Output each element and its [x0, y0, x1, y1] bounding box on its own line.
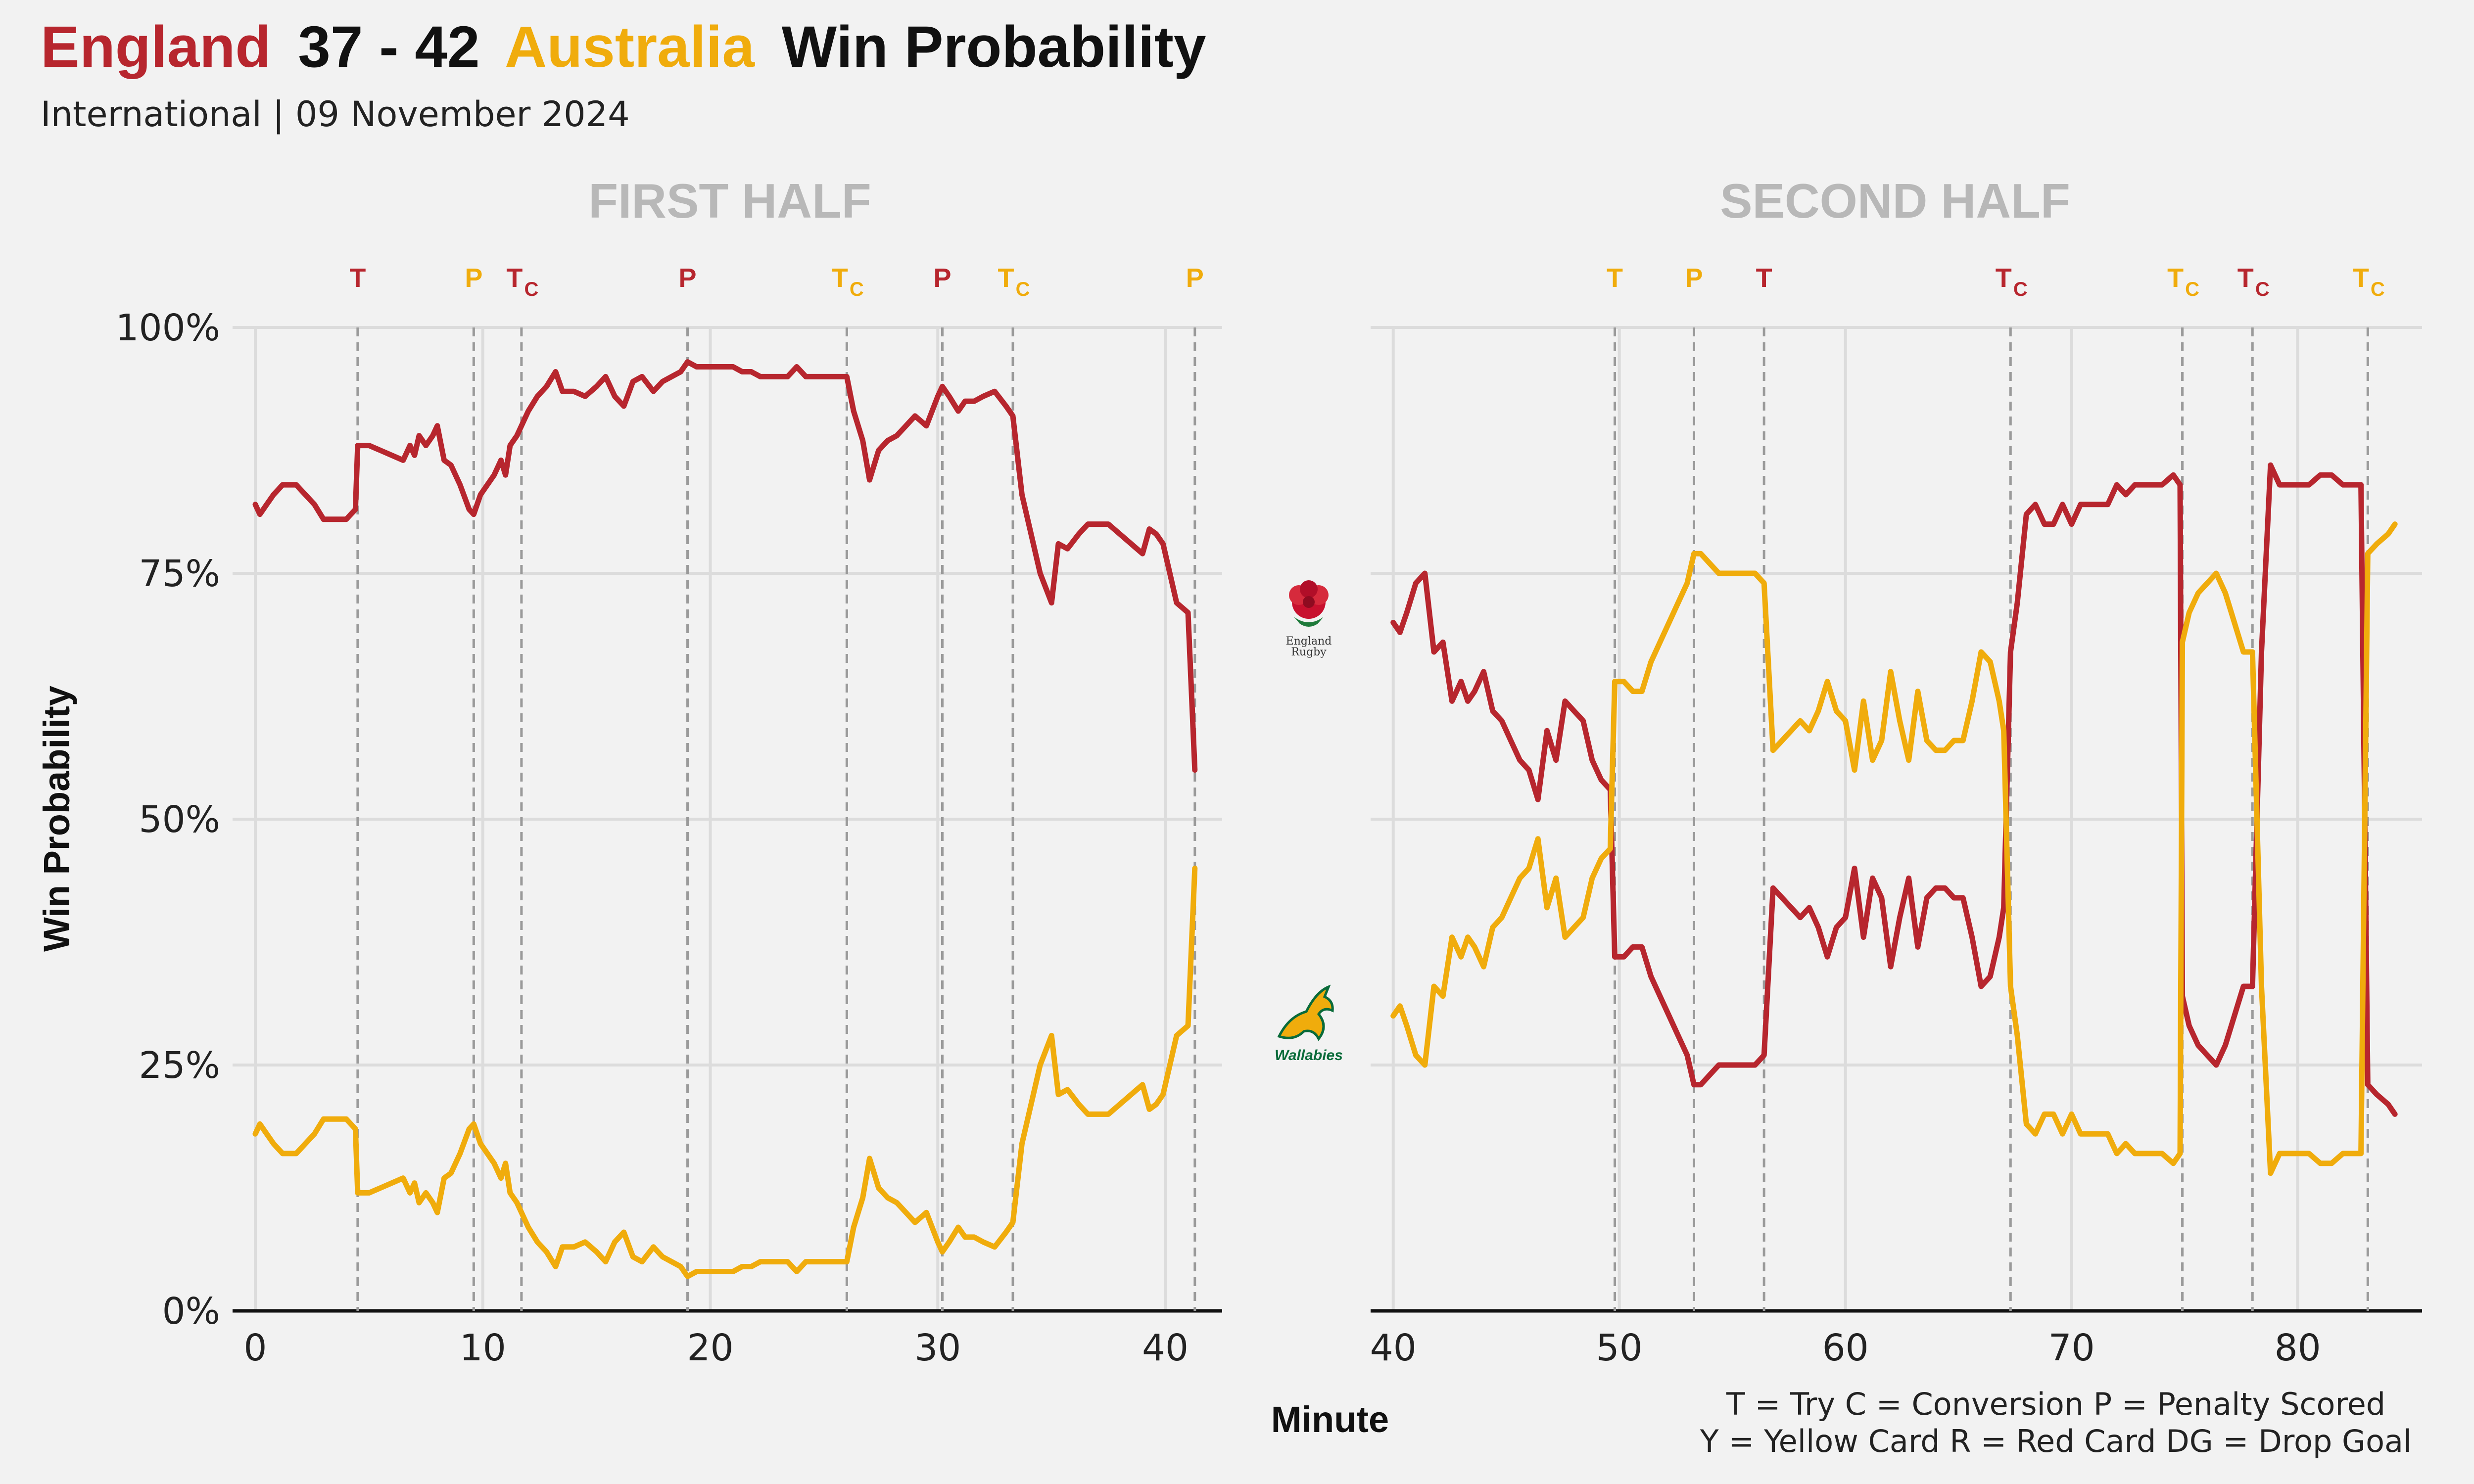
- x-tick-label: 40: [1142, 1327, 1189, 1369]
- y-tick-label: 50%: [139, 798, 220, 841]
- england-rugby-logo: England Rugby: [1286, 580, 1332, 658]
- x-tick-label: 50: [1596, 1327, 1643, 1369]
- event-label: P: [1685, 263, 1703, 293]
- wallabies-logo-text: Wallabies: [1275, 1047, 1343, 1064]
- first-half-title: FIRST HALF: [588, 174, 871, 228]
- event-label: P: [1186, 263, 1204, 293]
- y-tick-label: 75%: [139, 553, 220, 595]
- event-label: P: [933, 263, 951, 293]
- series-line-away: [1390, 521, 2398, 1176]
- event-label-sub: C: [2371, 278, 2385, 300]
- title-suffix: Win Probability: [782, 14, 1206, 80]
- x-tick-label: 60: [1822, 1327, 1869, 1369]
- series-line-home: [252, 359, 1198, 773]
- event-label: T: [2353, 263, 2369, 293]
- x-tick-label: 10: [460, 1327, 506, 1369]
- x-tick-label: 40: [1370, 1327, 1417, 1369]
- event-label: P: [679, 263, 697, 293]
- chart-subtitle: International | 09 November 2024: [41, 94, 630, 135]
- event-label: T: [2167, 263, 2184, 293]
- x-tick-label: 70: [2048, 1327, 2095, 1369]
- event-label-sub: C: [524, 278, 538, 300]
- event-label: T: [998, 263, 1014, 293]
- event-label-sub: C: [1016, 278, 1030, 300]
- event-label: P: [465, 263, 482, 293]
- y-tick-label: 0%: [162, 1290, 220, 1333]
- event-label: T: [2237, 263, 2254, 293]
- event-label: T: [1607, 263, 1623, 293]
- series-line-away: [252, 865, 1198, 1279]
- event-label: T: [1756, 263, 1772, 293]
- england-logo-text-1: England: [1286, 635, 1332, 648]
- second-half-panel: 40 50 60 70 80T P T T C T C T C T C: [1370, 263, 2422, 1369]
- legend-line-1: T = Try C = Conversion P = Penalty Score…: [1726, 1386, 2385, 1422]
- y-tick-label: 100%: [115, 307, 220, 349]
- x-tick-label: 0: [243, 1327, 267, 1369]
- event-label-sub: C: [2185, 278, 2199, 300]
- x-axis-label: Minute: [1271, 1399, 1389, 1440]
- chart-title: England 37 - 42 Australia Win Probabilit…: [41, 14, 1206, 80]
- y-axis-label: Win Probability: [36, 686, 77, 952]
- y-tick-label: 25%: [139, 1044, 220, 1087]
- home-team-name: England: [41, 14, 271, 80]
- event-label-sub: C: [2013, 278, 2028, 300]
- x-tick-label: 30: [914, 1327, 961, 1369]
- first-half-panel: 0%25%50%75%100%0 10 20 30 40T P T C P T C P T C P: [115, 263, 1222, 1369]
- x-tick-label: 20: [687, 1327, 733, 1369]
- match-score: 37 - 42: [298, 14, 479, 80]
- wallabies-icon: [1277, 984, 1334, 1041]
- wallabies-logo: Wallabies: [1275, 984, 1343, 1064]
- series-line-home: [1390, 462, 2398, 1117]
- second-half-title: SECOND HALF: [1720, 174, 2070, 228]
- event-label: T: [349, 263, 366, 293]
- away-team-name: Australia: [505, 14, 755, 80]
- event-label: T: [832, 263, 848, 293]
- event-label: T: [506, 263, 523, 293]
- event-label-sub: C: [850, 278, 864, 300]
- legend-line-2: Y = Yellow Card R = Red Card DG = Drop G…: [1700, 1423, 2412, 1459]
- x-tick-label: 80: [2275, 1327, 2321, 1369]
- england-logo-text-2: Rugby: [1291, 646, 1327, 658]
- england-rose-icon: [1289, 580, 1329, 627]
- event-label-sub: C: [2255, 278, 2270, 300]
- event-label: T: [1996, 263, 2012, 293]
